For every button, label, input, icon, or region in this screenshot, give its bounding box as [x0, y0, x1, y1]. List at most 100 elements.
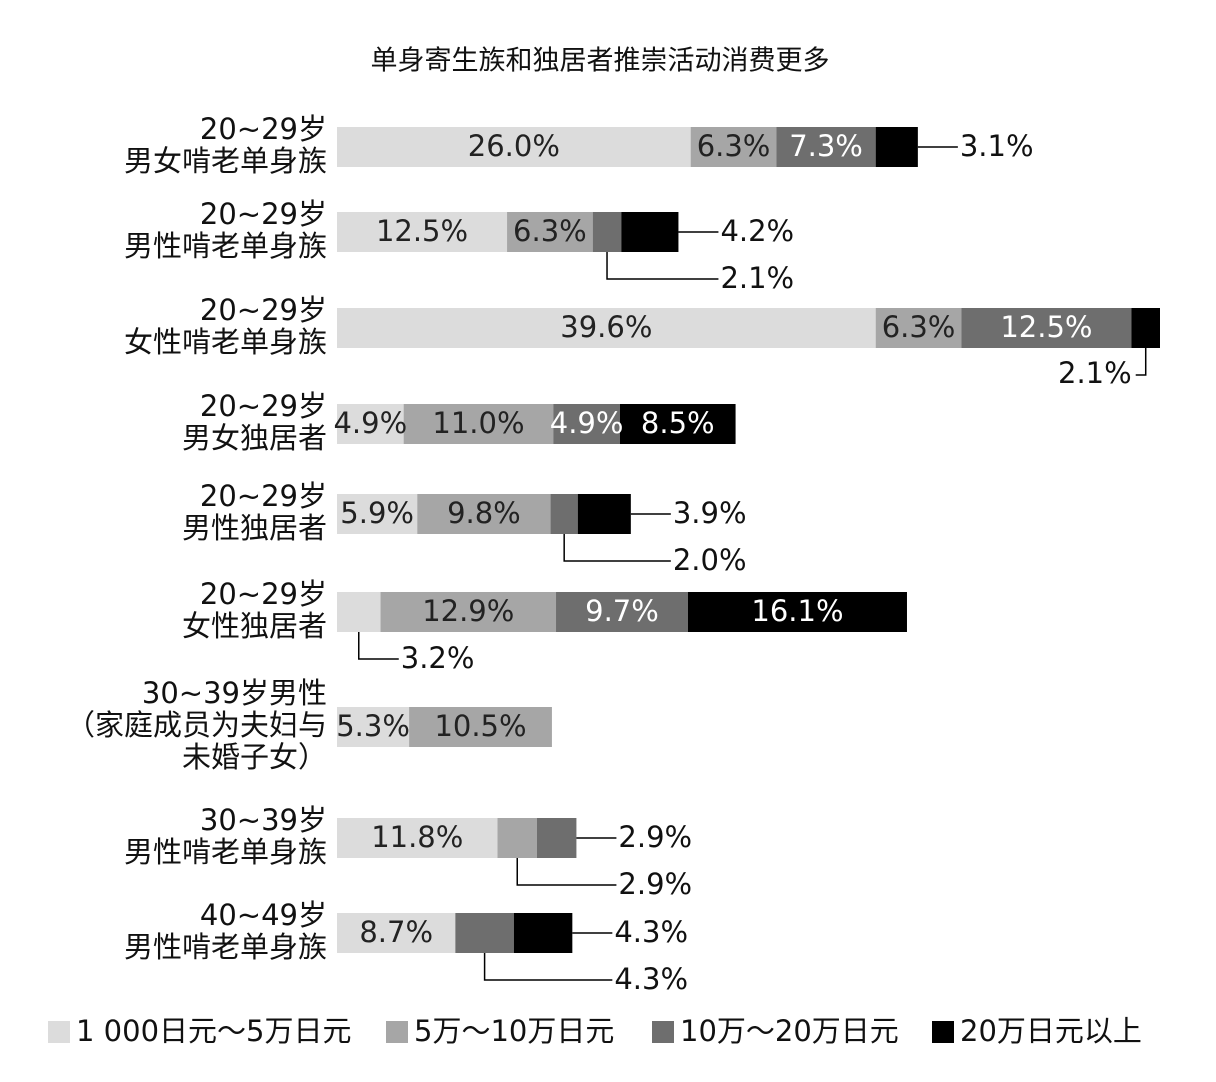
leader-line: [358, 632, 399, 660]
category-label: 20~29岁: [200, 293, 327, 327]
legend-label: 5万～10万日元: [414, 1014, 614, 1048]
value-label: 8.5%: [641, 406, 715, 440]
value-label: 39.6%: [560, 310, 652, 344]
value-label: 2.9%: [618, 820, 692, 854]
value-label: 4.3%: [614, 915, 688, 949]
legend-label: 20万日元以上: [960, 1014, 1142, 1048]
leader-line: [563, 534, 671, 562]
value-label: 2.1%: [720, 261, 794, 295]
value-label: 3.1%: [960, 129, 1034, 163]
bar-segment: [417, 494, 551, 534]
bar-segment: [961, 308, 1132, 348]
value-label: 11.0%: [432, 406, 524, 440]
legend-label: 10万～20万日元: [680, 1014, 899, 1048]
bar-segment: [690, 127, 777, 167]
bar-segment: [687, 592, 907, 632]
bar-segment: [507, 212, 593, 252]
value-label: 4.3%: [614, 962, 688, 996]
value-label: 3.2%: [401, 641, 475, 675]
value-label: 6.3%: [697, 129, 771, 163]
value-label: 16.1%: [751, 594, 843, 628]
value-label: 2.1%: [1058, 356, 1132, 390]
value-label: 4.9%: [333, 406, 407, 440]
value-label: 2.9%: [618, 867, 692, 901]
bar-segment: [455, 913, 514, 953]
leader-line: [483, 953, 613, 981]
value-label: 5.9%: [340, 496, 414, 530]
leader-line: [1135, 348, 1147, 376]
category-label: 30~39岁: [200, 803, 327, 837]
category-label: 男性啃老单身族: [124, 835, 327, 869]
category-label: 20~29岁: [200, 389, 327, 423]
bar-segment: [592, 212, 622, 252]
bar-segment: [875, 127, 918, 167]
bar-segment: [550, 494, 578, 534]
bar-segment: [337, 707, 410, 747]
category-label: 男女独居者: [182, 421, 327, 455]
category-label: 男女啃老单身族: [124, 144, 327, 178]
category-label: 男性啃老单身族: [124, 229, 327, 263]
bar-segment: [337, 913, 456, 953]
bar-segment: [337, 308, 876, 348]
value-label: 26.0%: [468, 129, 560, 163]
value-label: 6.3%: [513, 214, 587, 248]
category-label: 女性独居者: [182, 609, 327, 643]
category-label: 男性独居者: [182, 511, 327, 545]
legend-swatch: [48, 1021, 70, 1043]
bar-segment: [556, 592, 688, 632]
legend-swatch: [652, 1021, 674, 1043]
bar-segment: [1131, 308, 1160, 348]
category-label: 女性啃老单身族: [124, 325, 327, 359]
category-label: 男性啃老单身族: [124, 930, 327, 964]
category-label: 20~29岁: [200, 577, 327, 611]
legend-swatch: [932, 1021, 954, 1043]
bar-segment: [553, 404, 620, 444]
bar-segment: [403, 404, 554, 444]
value-label: 8.7%: [359, 915, 433, 949]
legend-swatch: [386, 1021, 408, 1043]
leader-line: [516, 858, 617, 886]
value-label: 9.8%: [447, 496, 521, 530]
value-label: 10.5%: [434, 709, 526, 743]
bar-segment: [497, 818, 537, 858]
bar-segment: [513, 913, 573, 953]
bar-segment: [337, 127, 691, 167]
category-label: 20~29岁: [200, 112, 327, 146]
bar-segment: [337, 592, 381, 632]
bar-segment: [337, 212, 508, 252]
bar-segment: [337, 818, 498, 858]
category-label: 20~29岁: [200, 479, 327, 513]
value-label: 6.3%: [882, 310, 956, 344]
value-label: 7.3%: [789, 129, 863, 163]
value-label: 12.9%: [422, 594, 514, 628]
category-label: 20~29岁: [200, 197, 327, 231]
value-label: 3.9%: [673, 496, 747, 530]
value-label: 4.2%: [720, 214, 794, 248]
bar-segment: [776, 127, 876, 167]
bar-segment: [337, 494, 418, 534]
bar-segment: [577, 494, 631, 534]
value-label: 11.8%: [371, 820, 463, 854]
value-label: 4.9%: [550, 406, 624, 440]
bar-segment: [337, 404, 404, 444]
bar-segment: [380, 592, 557, 632]
legend-label: 1 000日元～5万日元: [76, 1014, 351, 1048]
bar-segment: [619, 404, 736, 444]
value-label: 9.7%: [585, 594, 659, 628]
chart-title: 单身寄生族和独居者推崇活动消费更多: [371, 46, 830, 77]
value-label: 5.3%: [336, 709, 410, 743]
value-label: 12.5%: [1000, 310, 1092, 344]
bar-segment: [536, 818, 577, 858]
leader-line: [606, 252, 719, 280]
category-label: 30~39岁男性: [142, 676, 327, 710]
bar-segment: [621, 212, 679, 252]
bar-segment: [875, 308, 962, 348]
value-label: 2.0%: [673, 543, 747, 577]
bar-segment: [409, 707, 552, 747]
category-label: 未婚子女）: [182, 740, 327, 774]
category-label: （家庭成员为夫妇与: [66, 708, 327, 742]
value-label: 12.5%: [376, 214, 468, 248]
category-label: 40~49岁: [200, 898, 327, 932]
